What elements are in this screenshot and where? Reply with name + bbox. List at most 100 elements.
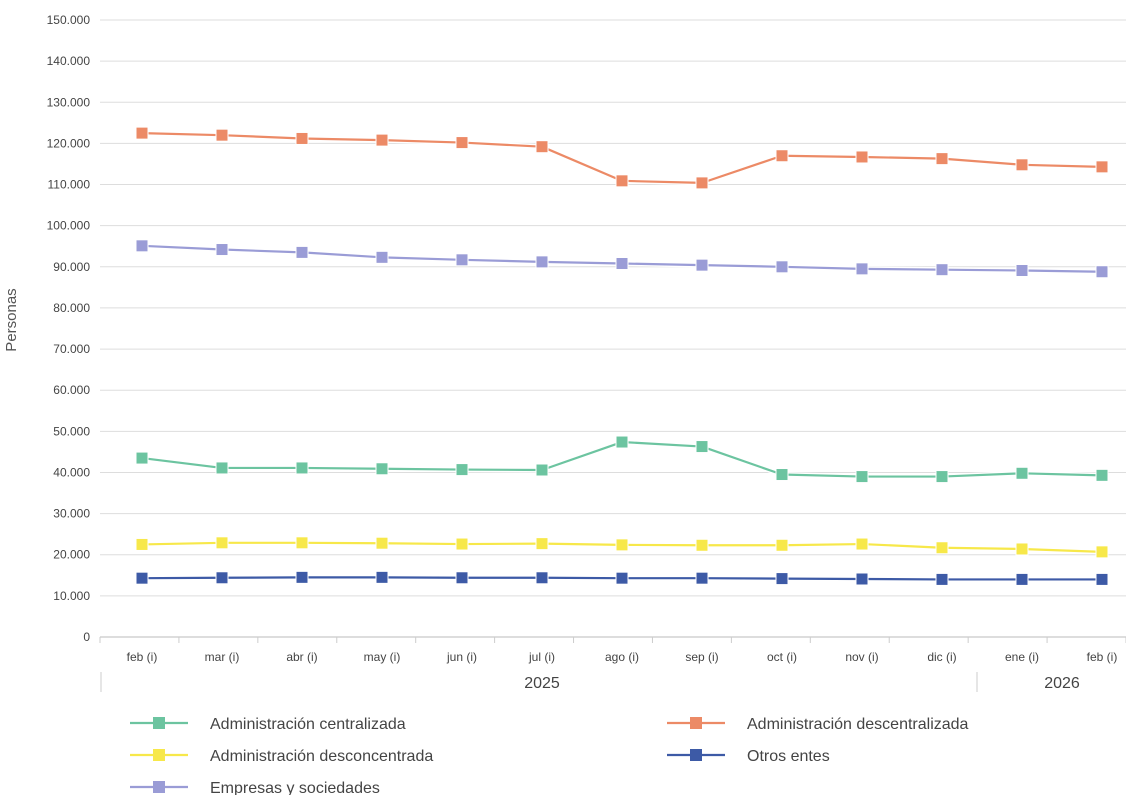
data-point[interactable] (695, 258, 709, 272)
data-point[interactable] (695, 571, 709, 585)
legend-item[interactable]: Administración desconcentrada (130, 748, 433, 765)
data-point[interactable] (935, 152, 949, 166)
data-point[interactable] (215, 461, 229, 475)
data-point[interactable] (775, 572, 789, 586)
data-point[interactable] (855, 470, 869, 484)
x-tick-label: feb (i) (1087, 650, 1118, 664)
data-point[interactable] (695, 440, 709, 454)
data-point[interactable] (1015, 158, 1029, 172)
data-point[interactable] (775, 260, 789, 274)
data-point[interactable] (615, 174, 629, 188)
data-point[interactable] (535, 463, 549, 477)
data-point[interactable] (135, 126, 149, 140)
legend-marker-icon (690, 717, 702, 729)
y-tick-label: 80.000 (53, 301, 90, 315)
data-point[interactable] (455, 136, 469, 150)
data-point[interactable] (615, 435, 629, 449)
data-point[interactable] (135, 571, 149, 585)
data-point[interactable] (535, 255, 549, 269)
data-point[interactable] (455, 463, 469, 477)
data-point[interactable] (455, 253, 469, 267)
y-tick-label: 100.000 (47, 219, 91, 233)
data-point[interactable] (855, 537, 869, 551)
data-point[interactable] (1095, 468, 1109, 482)
data-point[interactable] (615, 538, 629, 552)
legend: Administración centralizada Administració… (130, 716, 969, 795)
data-point[interactable] (1095, 265, 1109, 279)
y-tick-label: 90.000 (53, 260, 90, 274)
y-tick-label: 0 (83, 630, 90, 644)
series-4 (135, 239, 1109, 279)
data-point[interactable] (1095, 572, 1109, 586)
legend-item[interactable]: Administración descentralizada (667, 716, 969, 733)
legend-marker-icon (690, 749, 702, 761)
y-tick-label: 40.000 (53, 465, 90, 479)
data-point[interactable] (215, 128, 229, 142)
data-point[interactable] (375, 570, 389, 584)
data-point[interactable] (615, 257, 629, 271)
data-point[interactable] (135, 537, 149, 551)
data-point[interactable] (935, 572, 949, 586)
y-tick-label: 120.000 (47, 136, 91, 150)
data-point[interactable] (695, 538, 709, 552)
data-point[interactable] (455, 571, 469, 585)
data-point[interactable] (1015, 466, 1029, 480)
legend-label: Administración descentralizada (747, 716, 969, 733)
grid-lines (100, 19, 1126, 638)
x-tick-label: jul (i) (528, 650, 555, 664)
data-point[interactable] (295, 245, 309, 259)
year-label: 2025 (524, 675, 560, 692)
data-point[interactable] (935, 541, 949, 555)
data-point[interactable] (1095, 160, 1109, 174)
legend-marker-icon (153, 781, 165, 793)
data-point[interactable] (615, 571, 629, 585)
legend-label: Empresas y sociedades (210, 780, 380, 795)
data-point[interactable] (375, 250, 389, 264)
series-1 (135, 126, 1109, 190)
data-point[interactable] (1015, 264, 1029, 278)
data-point[interactable] (855, 150, 869, 164)
data-point[interactable] (775, 149, 789, 163)
data-point[interactable] (855, 262, 869, 276)
data-point[interactable] (375, 462, 389, 476)
data-point[interactable] (535, 140, 549, 154)
data-point[interactable] (695, 176, 709, 190)
data-point[interactable] (375, 536, 389, 550)
data-point[interactable] (135, 451, 149, 465)
data-point[interactable] (1015, 542, 1029, 556)
data-point[interactable] (1095, 545, 1109, 559)
data-point[interactable] (295, 131, 309, 145)
data-point[interactable] (215, 571, 229, 585)
y-axis-ticks: 0 10.000 20.000 30.000 40.000 50.000 60.000 70.… (47, 13, 91, 644)
data-point[interactable] (215, 536, 229, 550)
data-point[interactable] (295, 461, 309, 475)
y-tick-label: 10.000 (53, 589, 90, 603)
data-point[interactable] (295, 536, 309, 550)
legend-label: Administración centralizada (210, 716, 406, 733)
x-tick-label: nov (i) (845, 650, 878, 664)
y-tick-label: 30.000 (53, 507, 90, 521)
data-point[interactable] (455, 537, 469, 551)
x-tick-label: dic (i) (927, 650, 956, 664)
data-point[interactable] (135, 239, 149, 253)
legend-item[interactable]: Empresas y sociedades (130, 780, 380, 795)
x-tick-label: ene (i) (1005, 650, 1039, 664)
y-tick-label: 150.000 (47, 13, 91, 27)
legend-item[interactable]: Administración centralizada (130, 716, 406, 733)
data-point[interactable] (1015, 572, 1029, 586)
data-point[interactable] (215, 243, 229, 257)
data-point[interactable] (775, 538, 789, 552)
data-point[interactable] (855, 572, 869, 586)
y-tick-label: 110.000 (48, 178, 91, 192)
data-point[interactable] (935, 263, 949, 277)
data-point[interactable] (775, 468, 789, 482)
data-point[interactable] (295, 570, 309, 584)
legend-item[interactable]: Otros entes (667, 748, 830, 765)
data-point[interactable] (535, 571, 549, 585)
data-point[interactable] (535, 537, 549, 551)
y-tick-label: 20.000 (53, 548, 90, 562)
data-point[interactable] (935, 470, 949, 484)
legend-marker-icon (153, 717, 165, 729)
data-point[interactable] (375, 133, 389, 147)
